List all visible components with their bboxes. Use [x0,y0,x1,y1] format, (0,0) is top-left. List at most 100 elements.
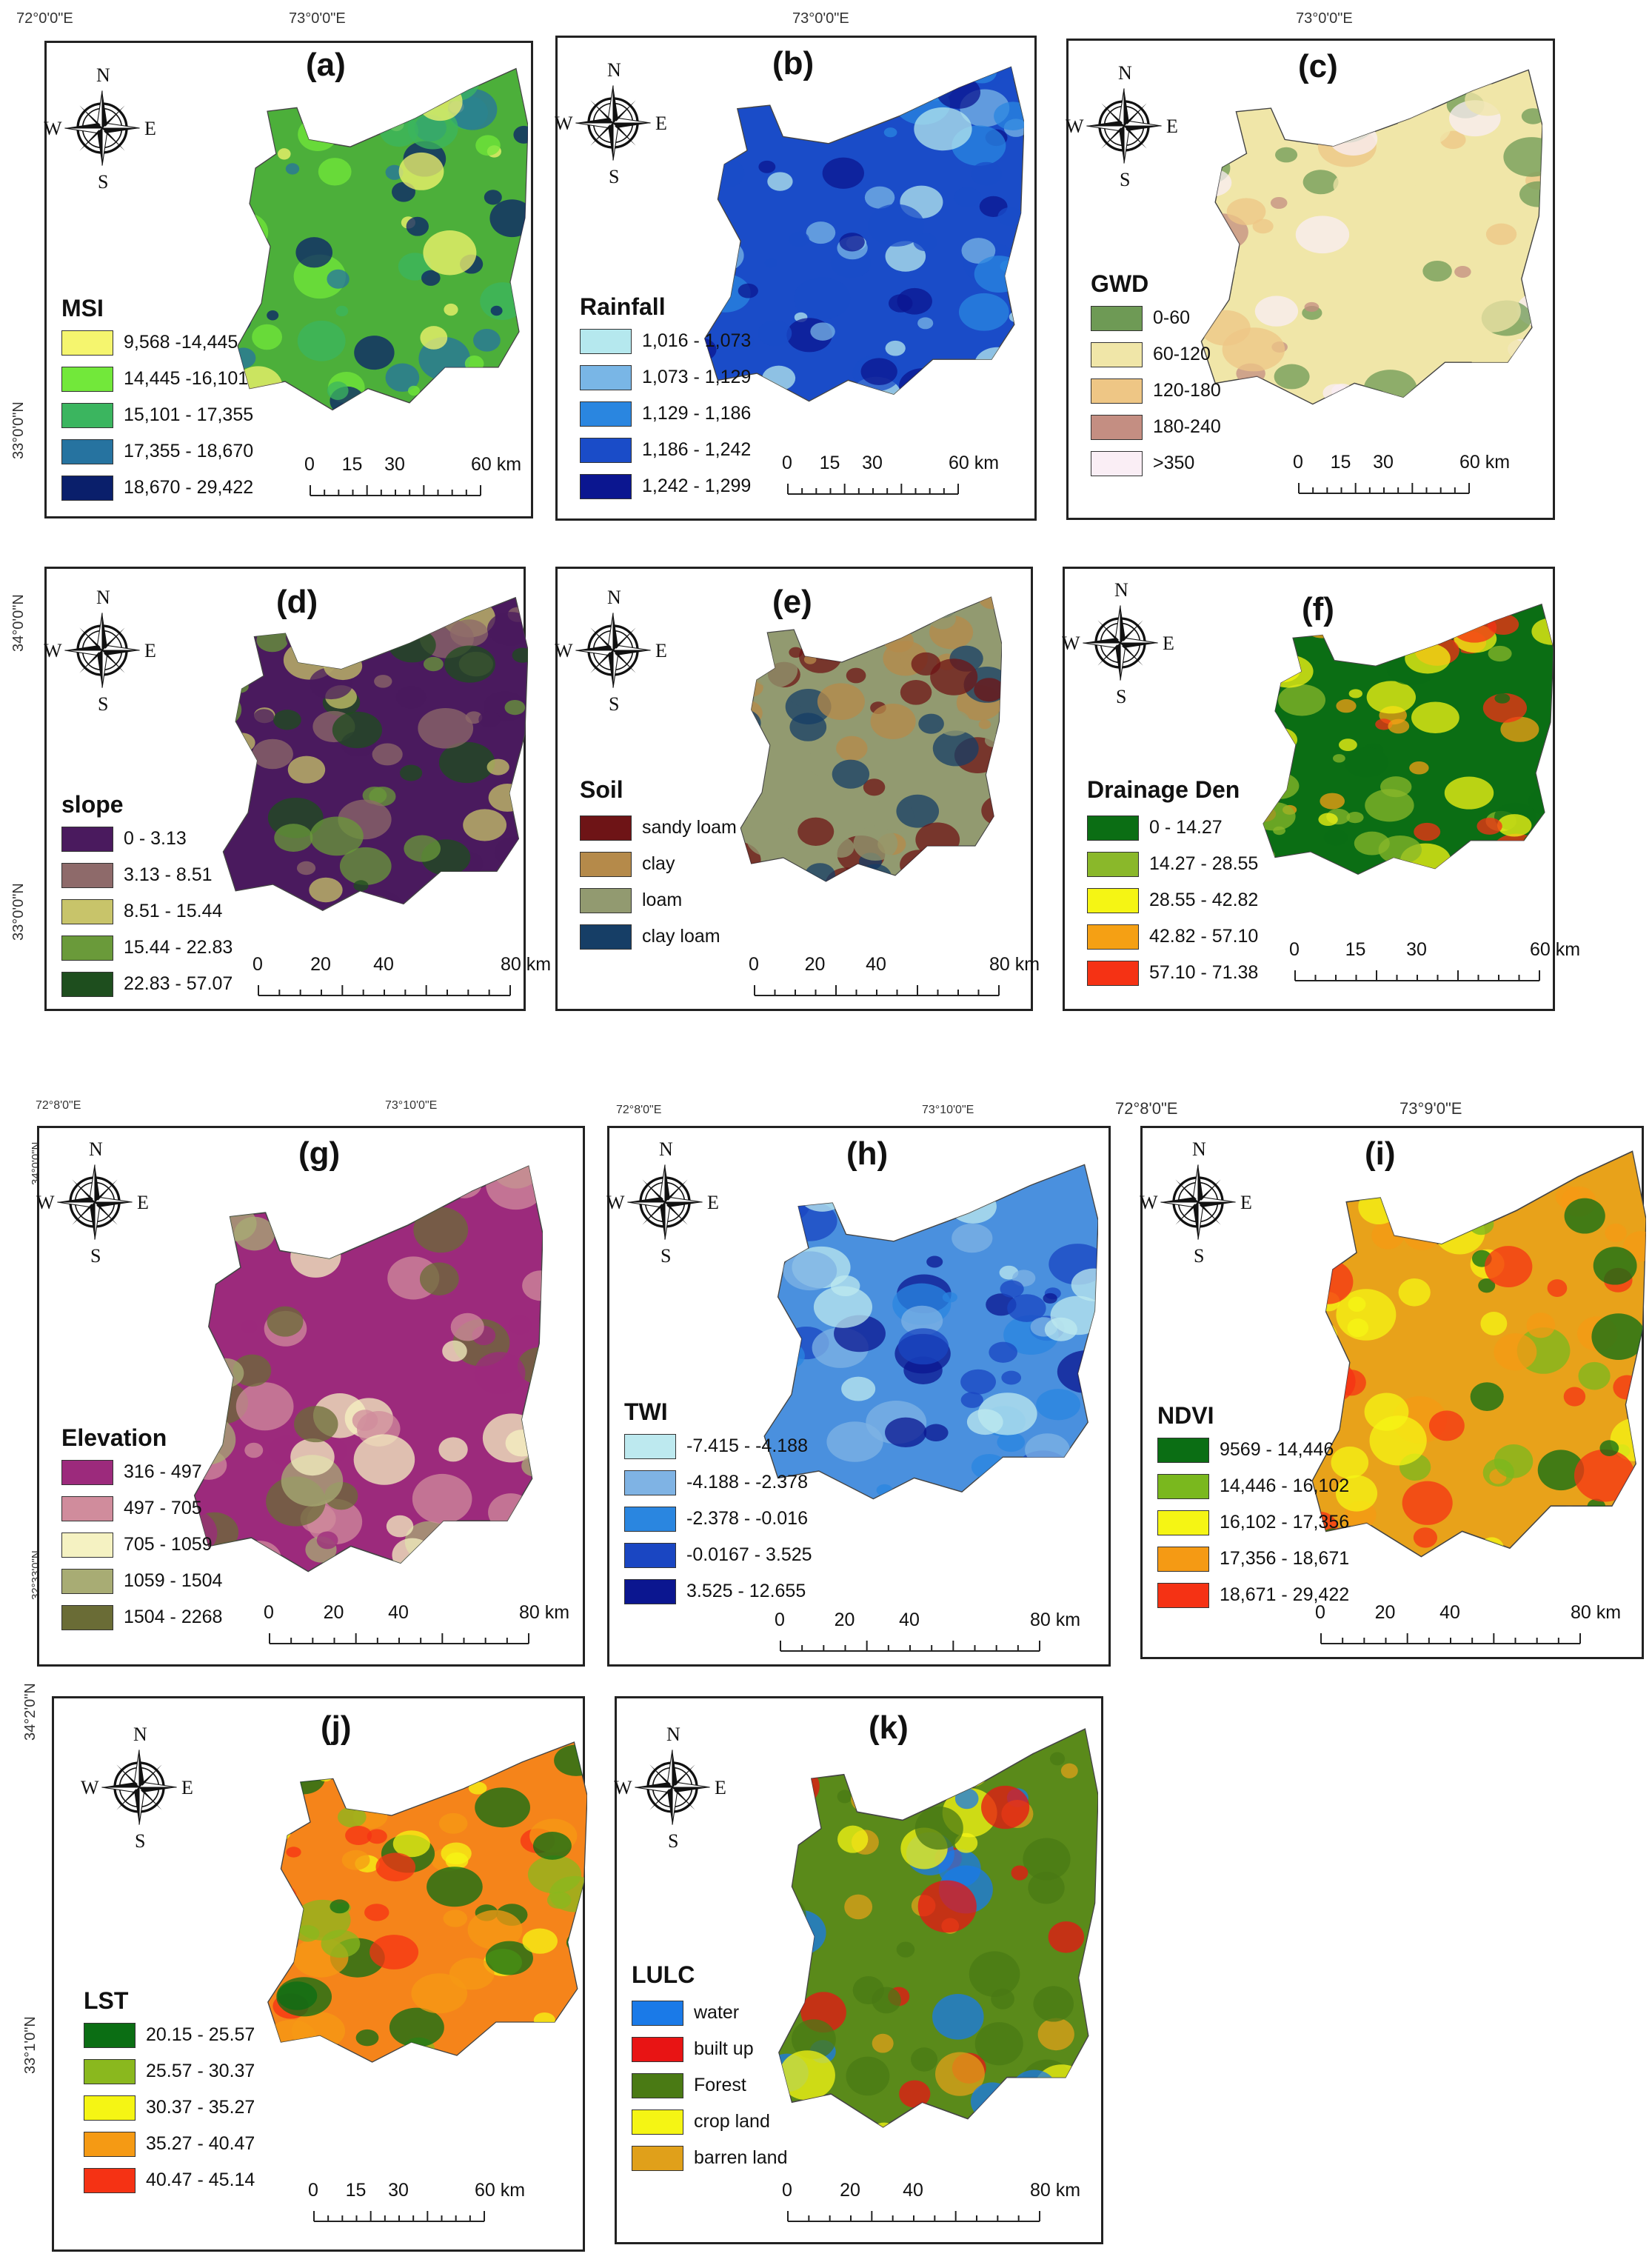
legend-label: -4.188 - -2.378 [686,1472,808,1492]
study-area-map [763,1164,1098,1500]
scale-line [310,485,481,496]
legend-swatch [61,330,113,356]
legend-item: 22.83 - 57.07 [61,966,233,1002]
legend: water built up Forest crop land barren land [632,1995,787,2176]
legend-swatch [1087,851,1139,877]
lon-label: 72°8'0"E [1115,1099,1178,1118]
scale-tick-label: 60 km [470,454,522,475]
legend-label: 1,242 - 1,299 [642,476,752,496]
study-area-map [740,596,1002,882]
legend-item: -7.415 - -4.188 [624,1428,812,1464]
scale-tick-label: 60 km [1459,452,1511,473]
legend-swatch [84,2167,136,2193]
scale-tick-label: 30 [1373,452,1394,473]
legend-item: 15,101 - 17,355 [61,397,253,433]
scale-line [1298,483,1470,494]
legend-swatch [84,2058,136,2084]
compass-w: W [1062,633,1080,654]
compass-n: N [666,1724,680,1745]
scale-tick-label: 80 km [1029,1610,1081,1630]
legend-label: 17,355 - 18,670 [124,441,254,461]
legend: 9,568 -14,445 14,445 -16,101 15,101 - 17,3… [61,324,253,506]
compass-s: S [661,1245,672,1267]
legend-swatch [84,2095,136,2121]
legend-label: crop land [694,2111,770,2132]
legend-item: 35.27 - 40.47 [84,2126,255,2162]
panel-label: (f) [1302,591,1334,627]
lon-label: 73°0'0"E [792,10,849,27]
legend-title: Rainfall [580,293,666,320]
scale-tick-label: 80 km [518,1602,570,1623]
compass-w: W [1140,1192,1158,1213]
legend-label: 1,016 - 1,073 [642,330,752,351]
compass-n: N [607,59,621,81]
legend-label: 22.83 - 57.07 [124,973,233,994]
lon-label: 72°8'0"E [616,1104,662,1116]
map-panel: (j) N S W E LST 20.15 - 25.57 25.57 - 30.37 30.3… [52,1696,587,2252]
legend-swatch [1087,960,1139,986]
legend-item: 120-180 [1091,373,1221,409]
legend-item: crop land [632,2104,787,2140]
scale-tick-label: 20 [1374,1602,1396,1623]
legend: -7.415 - -4.188 -4.188 - -2.378 -2.378 - -… [624,1428,812,1610]
legend-item: 17,355 - 18,670 [61,433,253,470]
scale-tick-label: 40 [373,954,394,975]
scale-bar: 0 20 40 80 km [253,954,551,1006]
lon-label: 73°10'0"E [385,1099,438,1112]
legend-title: Drainage Den [1087,776,1240,803]
scale-tick-label: 30 [384,454,405,475]
panel-label: (h) [846,1135,889,1172]
legend-label: 1504 - 2268 [124,1607,223,1627]
legend-label: 316 - 497 [124,1461,202,1482]
legend-label: >350 [1153,453,1195,473]
legend-item: 1,016 - 1,073 [580,323,751,359]
study-area-map [1200,69,1542,405]
legend-label: 497 - 705 [124,1498,202,1518]
legend-item: 14,446 - 16,102 [1157,1468,1349,1504]
legend-title: MSI [61,295,104,321]
panel-label: (k) [869,1710,909,1746]
compass-w: W [44,118,62,139]
scale-tick-label: 80 km [500,954,552,975]
scale-tick-label: 0 [264,1602,274,1623]
legend-item: 60-120 [1091,336,1221,373]
scale-tick-label: 0 [782,453,792,473]
legend-swatch [580,887,632,913]
compass-n: N [96,64,110,86]
legend-label: clay [642,853,675,874]
legend-swatch [84,2022,136,2048]
legend-swatch [61,1568,113,1594]
north-arrow-icon: N S W E [1066,62,1178,190]
compass-n: N [607,587,621,608]
scale-bar: 0 20 40 80 km [749,954,1040,1006]
legend-item: -4.188 - -2.378 [624,1464,812,1501]
legend-title: TWI [624,1398,668,1425]
compass-s: S [609,693,620,715]
compass-e: E [144,118,156,139]
legend-label: 1,186 - 1,242 [642,439,752,460]
legend-item: loam [580,882,737,918]
legend-item: 14.27 - 28.55 [1087,846,1258,882]
legend-label: 0 - 3.13 [124,828,187,849]
north-arrow-icon: N S W E [1140,1138,1252,1267]
legend-swatch [624,1542,676,1568]
compass-n: N [1192,1138,1206,1160]
legend-label: 17,356 - 18,671 [1220,1548,1350,1569]
legend-item: 1059 - 1504 [61,1563,222,1599]
scale-bar: 0 15 30 60 km [1293,452,1510,504]
legend-item: clay [580,846,737,882]
map-panel: (e) N S W E Soil sandy loam clay loam clay loam 0 2… [555,567,1040,1011]
compass-w: W [555,113,573,134]
legend-item: 14,445 -16,101 [61,361,253,397]
lat-label: 33°1'0"N [22,2016,39,2074]
legend-title: NDVI [1157,1402,1214,1429]
scale-bar: 0 20 40 80 km [775,1610,1080,1661]
north-arrow-icon: N S W E [555,587,667,715]
legend-swatch [1157,1582,1209,1608]
compass-s: S [135,1830,146,1852]
scale-tick-label: 0 [782,2180,792,2201]
study-area-map [704,66,1024,402]
compass-n: N [133,1724,147,1745]
scale-tick-label: 20 [310,954,331,975]
legend-label: 60-120 [1153,344,1211,364]
